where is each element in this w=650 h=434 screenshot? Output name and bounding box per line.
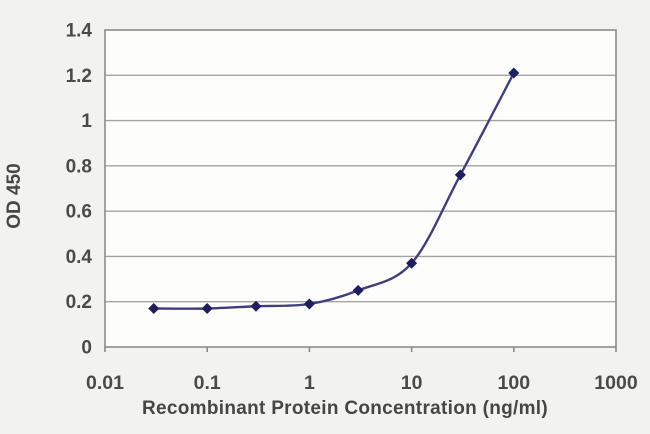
plot-background — [105, 30, 616, 347]
data-point-marker — [508, 67, 520, 79]
x-tick-label: 1000 — [594, 372, 638, 394]
data-point-marker — [148, 303, 160, 315]
data-point-marker — [303, 298, 315, 310]
y-tick-label: 1 — [81, 111, 92, 132]
data-point-marker — [352, 284, 364, 296]
x-tick-label: 1 — [304, 372, 315, 394]
y-tick-label: 0.6 — [66, 202, 92, 223]
x-tick-label: 10 — [401, 372, 423, 394]
y-axis-title: OD 450 — [4, 163, 25, 229]
data-point-marker — [454, 169, 466, 181]
y-tick-label: 0.2 — [66, 292, 92, 313]
y-tick-label: 1.4 — [66, 21, 93, 42]
data-point-marker — [250, 300, 262, 312]
data-point-marker — [406, 257, 418, 269]
y-tick-label: 0.8 — [66, 156, 92, 177]
y-tick-label: 1.2 — [66, 66, 92, 87]
y-tick-label: 0 — [81, 338, 92, 359]
data-point-marker — [201, 303, 213, 315]
x-axis-title: Recombinant Protein Concentration (ng/ml… — [141, 398, 549, 419]
x-tick-label: 0.01 — [86, 372, 124, 394]
y-tick-label: 0.4 — [66, 247, 93, 268]
x-tick-label: 100 — [498, 372, 531, 394]
x-tick-label: 0.1 — [194, 372, 221, 394]
plot-border — [104, 29, 617, 348]
